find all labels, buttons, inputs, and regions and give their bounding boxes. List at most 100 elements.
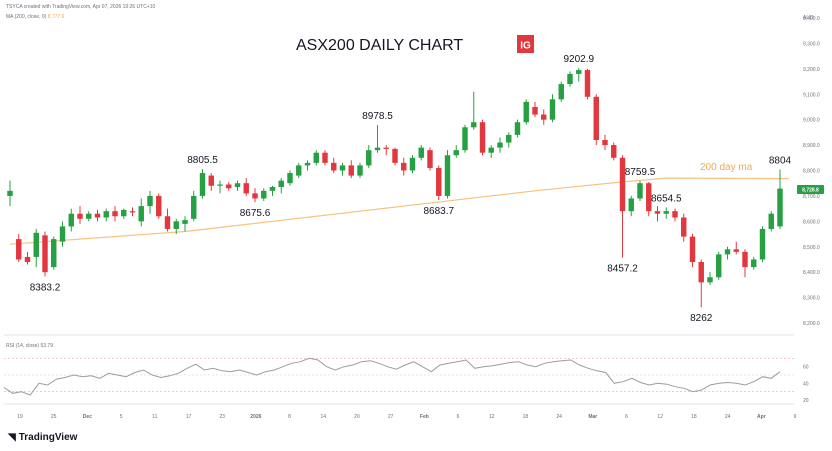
candle-body — [182, 220, 188, 224]
candle-body — [357, 165, 363, 176]
candle-up — [409, 155, 416, 174]
candle-body — [777, 188, 783, 227]
candle-up — [173, 218, 179, 235]
candle-body — [663, 211, 669, 214]
candle-down — [611, 142, 617, 161]
candle-down — [742, 249, 748, 278]
candle-up — [357, 162, 363, 179]
ig-badge — [517, 35, 534, 53]
x-tick-label: 25 — [51, 414, 57, 420]
x-tick-label: 8 — [288, 414, 291, 420]
candle-body — [549, 99, 556, 120]
y-tick-label: 8,700.0 — [803, 194, 820, 200]
candle-down — [698, 259, 704, 308]
candle-up — [418, 145, 424, 161]
candle-up — [707, 272, 713, 285]
candle-down — [94, 209, 101, 222]
rsi-legend: RSI (14, close) 53.79 — [6, 343, 53, 349]
candle-down — [16, 234, 22, 262]
candle-up — [278, 178, 284, 194]
candle-up — [628, 195, 634, 217]
candle-down — [331, 157, 337, 174]
price-annotation: 8683.7 — [423, 206, 454, 217]
candle-up — [462, 124, 468, 153]
y-tick-label: 8,500.0 — [803, 245, 820, 251]
candle-body — [374, 147, 381, 151]
candle-down — [532, 101, 538, 118]
candle-body — [751, 259, 757, 268]
candle-up — [304, 160, 311, 171]
ma-annotation: 200 day ma — [700, 162, 753, 173]
x-tick-label: 18 — [691, 414, 697, 420]
candle-up — [567, 71, 573, 87]
candle-body — [619, 157, 626, 212]
candle-body — [418, 147, 424, 158]
candle-up — [217, 180, 223, 194]
candle-body — [164, 216, 171, 229]
candle-body — [497, 142, 503, 148]
candle-up — [366, 145, 372, 168]
candle-body — [278, 180, 284, 188]
y-tick-label: 9,200.0 — [803, 67, 820, 73]
candle-up — [313, 150, 319, 166]
candle-body — [296, 165, 302, 176]
rsi-line — [3, 357, 781, 396]
rsi-pane: 60 40 20 — [3, 357, 809, 404]
rsi-legend-value: 53.79 — [40, 343, 53, 349]
candles — [7, 68, 783, 308]
candle-down — [243, 178, 249, 196]
candle-down — [479, 119, 486, 156]
candle-up — [497, 137, 503, 153]
y-tick-label: 8,600.0 — [803, 219, 820, 225]
candle-body — [514, 122, 521, 135]
ma200-line — [9, 177, 789, 245]
candle-body — [234, 183, 241, 188]
candle-body — [471, 122, 477, 128]
candle-body — [628, 198, 634, 212]
candle-body — [724, 249, 731, 255]
candle-body — [103, 211, 109, 218]
candle-body — [523, 101, 529, 123]
x-tick-label: 20 — [354, 414, 360, 420]
candle-up — [86, 211, 92, 222]
candle-body — [479, 122, 486, 153]
rsi-tick-label: 60 — [803, 365, 809, 371]
candle-up — [269, 185, 276, 196]
x-tick-label: Mar — [588, 414, 597, 420]
candle-up — [637, 180, 643, 201]
candle-down — [112, 206, 118, 222]
candle-body — [226, 184, 232, 189]
time-axis: 19 25 Dec 5 11 17 23 2026 8 14 20 27 Feb 6 12 18 24 Mar 6 1… — [17, 414, 796, 420]
candle-up — [339, 162, 346, 176]
candle-body — [541, 114, 547, 120]
candle-body — [567, 73, 573, 85]
candle-body — [698, 262, 704, 283]
candle-up — [51, 236, 57, 270]
price-annotation: 8805.5 — [187, 155, 218, 166]
y-tick-label: 9,000.0 — [803, 118, 820, 124]
candle-body — [742, 251, 748, 268]
y-tick-label: 8,800.0 — [803, 169, 820, 175]
candle-body — [733, 249, 739, 252]
candle-body — [716, 254, 722, 278]
candle-body — [401, 162, 407, 171]
candle-body — [304, 162, 311, 166]
candle-body — [339, 165, 346, 171]
candle-body — [173, 221, 179, 229]
ma-legend-label: MA (200, close, 0) — [6, 14, 47, 20]
candle-down — [208, 173, 214, 191]
x-tick-label: 24 — [556, 414, 562, 420]
candle-body — [252, 193, 258, 199]
candle-body — [33, 232, 39, 257]
candle-body — [147, 195, 153, 207]
y-tick-label: 8,400.0 — [803, 270, 820, 276]
y-tick-label: 8,300.0 — [803, 296, 820, 302]
price-annotation: 9202.9 — [563, 54, 594, 65]
y-tick-label: 8,900.0 — [803, 143, 820, 149]
candle-down — [401, 157, 407, 176]
candle-down — [689, 234, 696, 268]
ma-legend-value: 8,777.6 — [47, 14, 65, 20]
candle-body — [129, 211, 136, 213]
last-price-text: 8,728.8 — [802, 188, 819, 194]
candle-body — [94, 213, 101, 218]
